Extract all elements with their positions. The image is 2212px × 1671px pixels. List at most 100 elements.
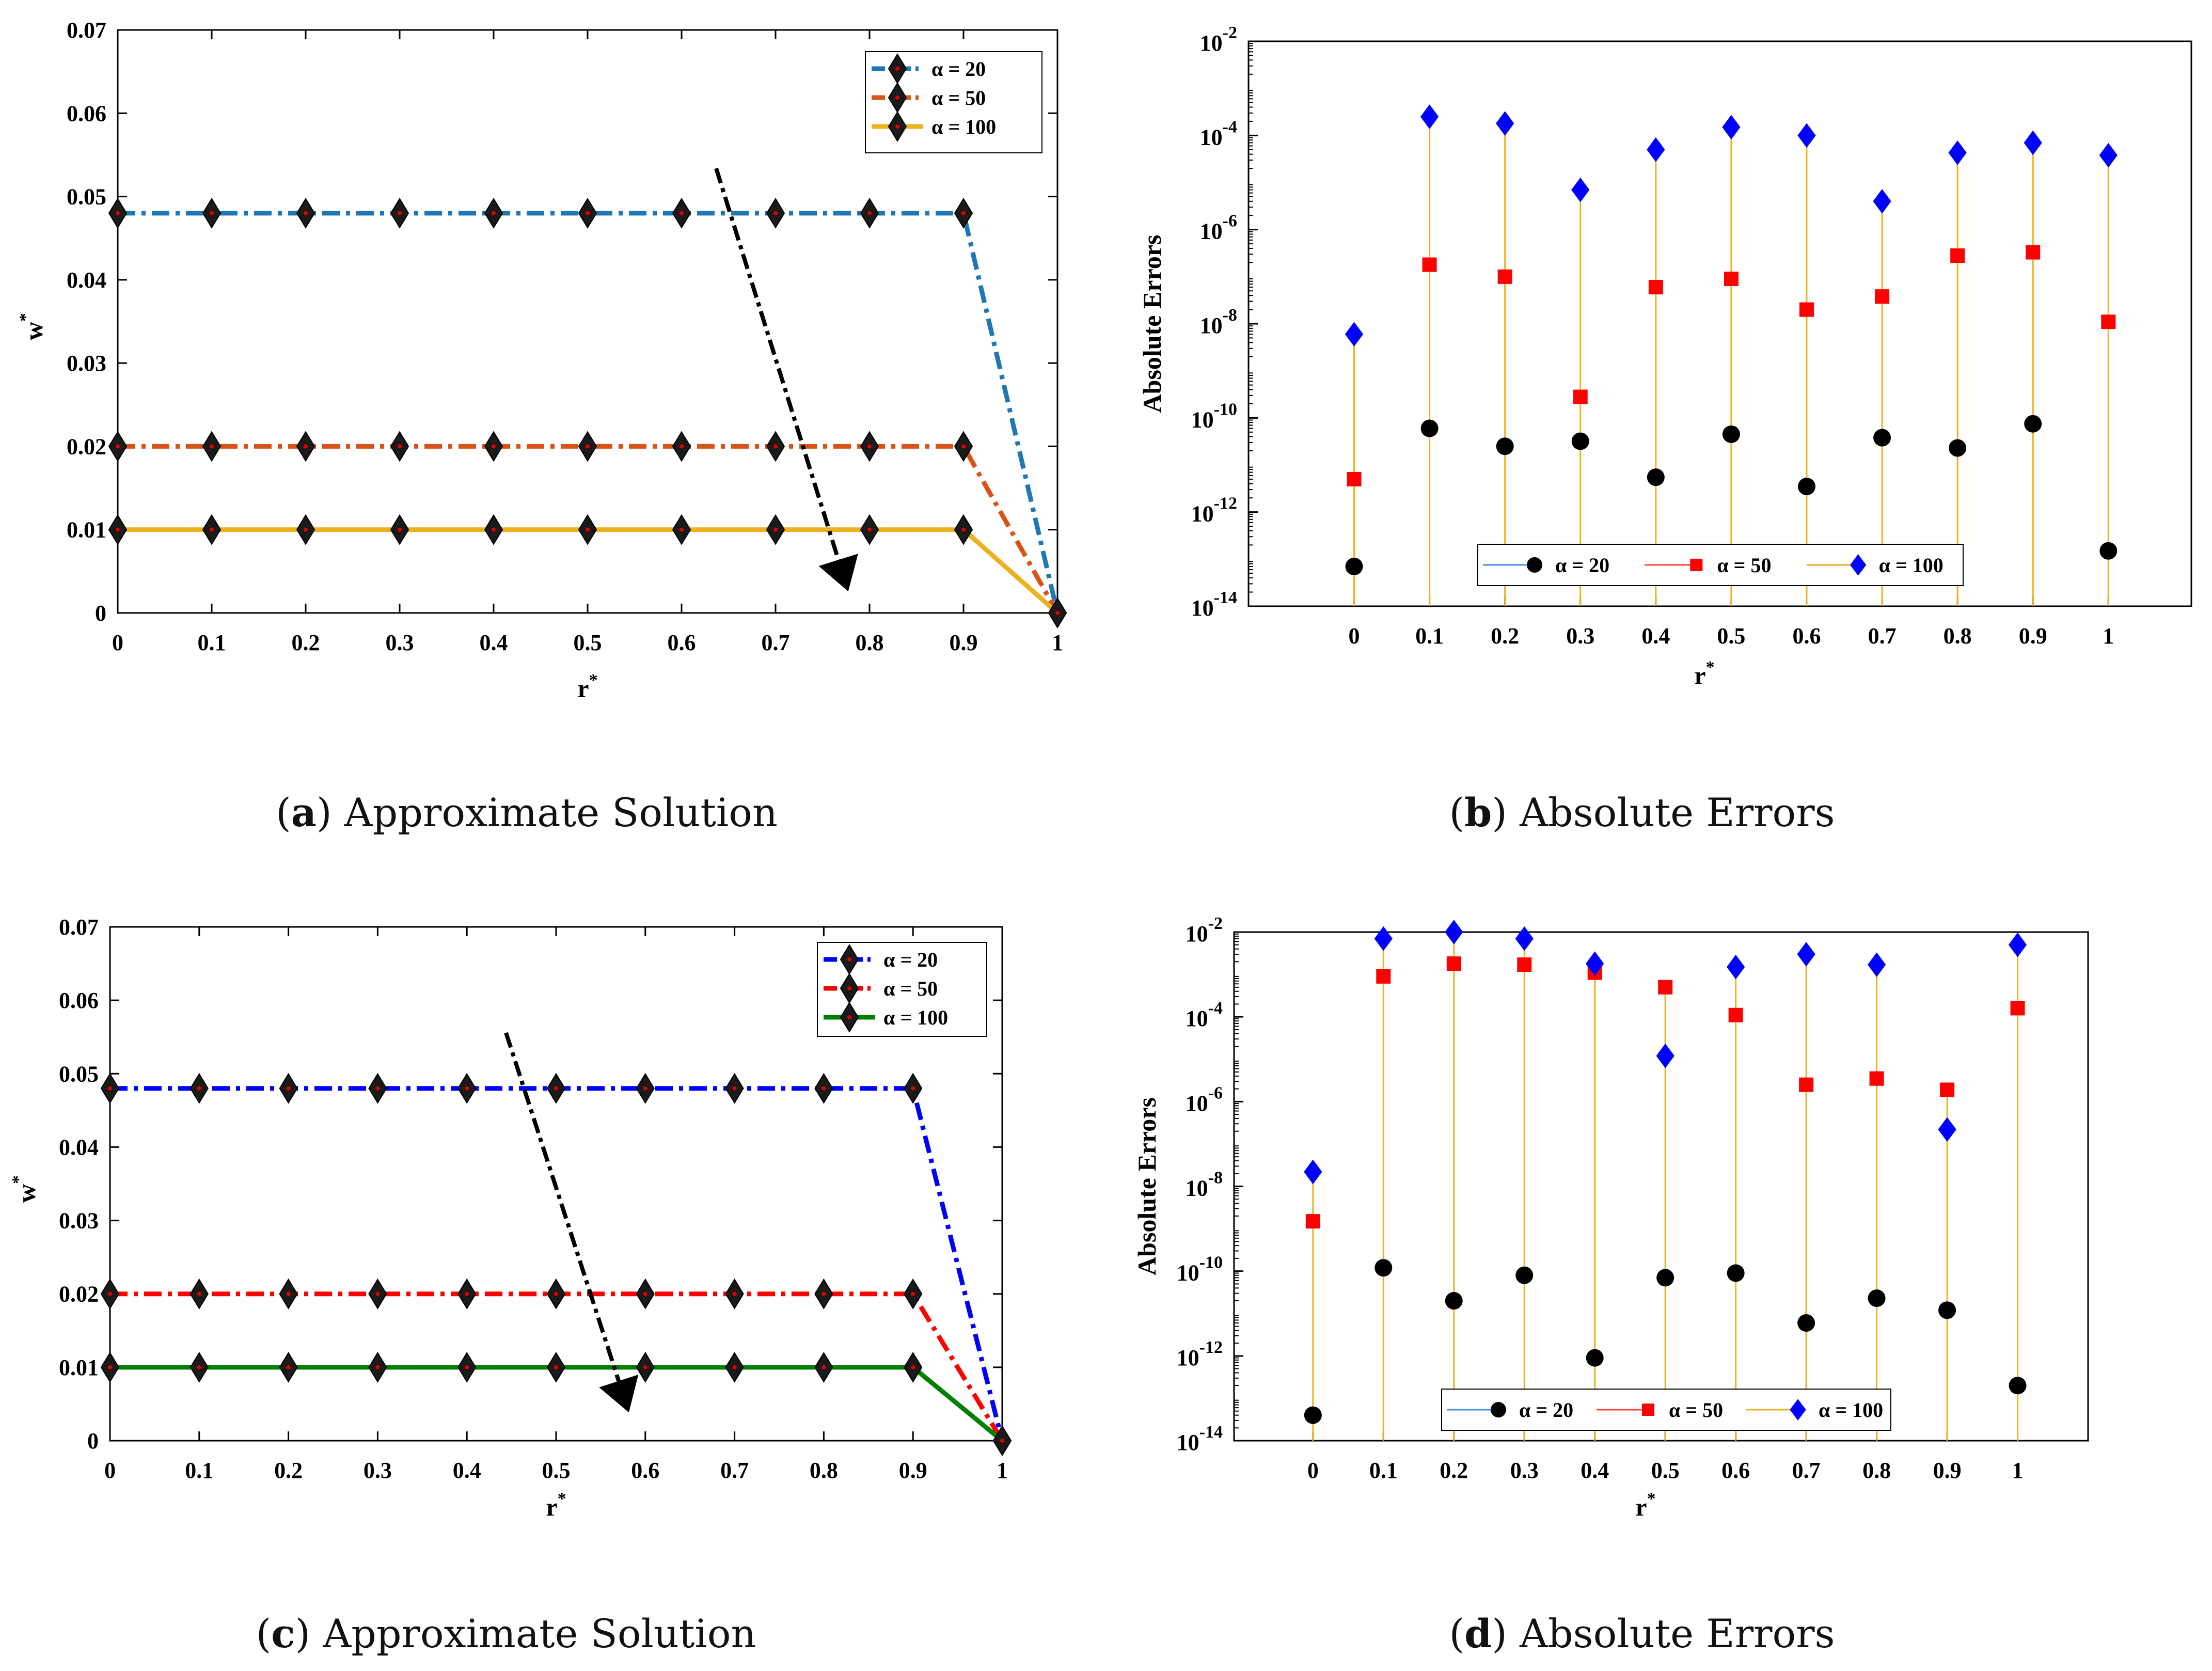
- point-a-2-4-center: [492, 527, 496, 532]
- point-b-1-2: [1497, 269, 1512, 284]
- point-a-0-2-center: [304, 211, 308, 215]
- point-c-2-7-center: [732, 1365, 737, 1369]
- legend-marker-a-1-center: [895, 96, 899, 100]
- point-d-0-9: [1938, 1301, 1956, 1319]
- y-tick-label-c-4: 0.04: [59, 1134, 99, 1160]
- point-a-1-3-center: [398, 444, 402, 449]
- y-tick-label-d-4: 10-6: [1186, 1083, 1223, 1116]
- point-c-0-6-center: [643, 1086, 647, 1091]
- point-a-1-7-center: [773, 444, 778, 449]
- legend-label-b-0: α = 20: [1555, 554, 1609, 577]
- y-tick-label-a-0: 0: [95, 601, 106, 626]
- point-b-1-1: [1422, 257, 1437, 272]
- y-axis-label-d: Absolute Errors: [1132, 1097, 1161, 1275]
- point-b-2-2: [1496, 111, 1514, 136]
- point-b-1-4: [1648, 280, 1663, 295]
- point-c-0-8-center: [821, 1086, 826, 1091]
- point-b-0-8: [1949, 439, 1967, 457]
- legend-marker-b-0: [1527, 557, 1542, 573]
- point-d-2-1: [1374, 926, 1393, 951]
- point-d-1-2: [1446, 956, 1461, 971]
- x-tick-label-b-8: 0.8: [1944, 623, 1972, 649]
- x-tick-label-a-9: 0.9: [950, 630, 978, 655]
- point-d-1-1: [1376, 969, 1391, 984]
- x-tick-label-d-8: 0.8: [1862, 1458, 1891, 1483]
- point-d-0-3: [1515, 1266, 1534, 1284]
- legend-marker-b-2: [1850, 554, 1867, 576]
- point-a-0-7-center: [773, 211, 778, 215]
- point-c-0-9-center: [911, 1086, 915, 1091]
- x-tick-label-d-3: 0.3: [1510, 1458, 1539, 1483]
- x-tick-label-b-4: 0.4: [1641, 623, 1670, 649]
- x-tick-label-c-2: 0.2: [274, 1458, 303, 1483]
- point-b-2-0: [1345, 322, 1364, 347]
- point-a-2-2-center: [304, 527, 308, 532]
- point-a-2-1-center: [210, 527, 214, 532]
- point-c-0-2-center: [286, 1086, 291, 1091]
- panel-d-absolute-errors: 0 0.1 0.2 0.3 0.4 0.5 0.6 0.7 0.8 0.9 1 10-14 10-12 1…: [1132, 914, 2089, 1521]
- legend-label-a-0: α = 20: [931, 57, 986, 81]
- x-tick-label-a-10: 1: [1052, 630, 1063, 655]
- point-d-2-8: [1867, 952, 1886, 978]
- x-tick-label-c-4: 0.4: [453, 1458, 481, 1483]
- point-b-0-9: [2024, 415, 2042, 433]
- point-b-0-10: [2099, 542, 2118, 560]
- point-b-2-6: [1797, 123, 1816, 148]
- point-b-1-6: [1799, 302, 1814, 317]
- point-c-1-2-center: [286, 1291, 291, 1296]
- y-tick-label-d-0: 10-14: [1177, 1423, 1223, 1455]
- point-a-2-5-center: [586, 527, 590, 532]
- x-tick-label-b-0: 0: [1349, 623, 1360, 649]
- point-c-0-7-center: [732, 1086, 737, 1091]
- point-c-2-2-center: [286, 1365, 291, 1369]
- point-b-2-4: [1647, 137, 1665, 162]
- point-b-2-5: [1722, 115, 1741, 140]
- point-c-2-1-center: [197, 1365, 201, 1369]
- legend-label-c-2: α = 100: [883, 1006, 948, 1029]
- y-axis-label-c: w*: [9, 1175, 41, 1203]
- y-axis-label-a: w*: [16, 313, 48, 340]
- point-b-0-5: [1722, 425, 1740, 443]
- point-b-2-8: [1948, 140, 1967, 165]
- x-axis-label-a: r*: [577, 671, 597, 703]
- x-tick-label-d-1: 0.1: [1369, 1458, 1398, 1483]
- y-tick-label-b-6: 10-2: [1200, 23, 1237, 56]
- point-a-1-4-center: [492, 444, 496, 449]
- point-a-0-4-center: [492, 211, 496, 215]
- point-b-1-0: [1347, 471, 1362, 486]
- legend-label-c-1: α = 50: [883, 977, 938, 1000]
- legend-marker-d-2: [1790, 1399, 1806, 1421]
- x-tick-label-b-6: 0.6: [1792, 623, 1821, 649]
- legend-label-c-0: α = 20: [883, 948, 938, 971]
- x-tick-label-a-5: 0.5: [574, 630, 602, 655]
- y-tick-label-c-6: 0.06: [59, 988, 99, 1013]
- legend-marker-d-0: [1491, 1402, 1506, 1417]
- plot-area-d: [1233, 931, 2089, 1442]
- point-d-0-4: [1586, 1349, 1604, 1367]
- x-tick-label-c-3: 0.3: [364, 1458, 392, 1483]
- legend-label-a-2: α = 100: [931, 115, 996, 138]
- point-d-2-10: [2008, 932, 2027, 957]
- x-tick-label-a-6: 0.6: [668, 630, 696, 655]
- point-a-2-8-center: [867, 527, 872, 532]
- point-d-0-8: [1868, 1289, 1886, 1307]
- point-a-0-5-center: [586, 211, 590, 215]
- point-c-1-7-center: [732, 1291, 737, 1296]
- x-tick-label-c-9: 0.9: [899, 1458, 927, 1483]
- legend-marker-d-1: [1642, 1404, 1654, 1416]
- point-b-1-7: [1875, 289, 1890, 304]
- y-tick-label-a-6: 0.06: [67, 101, 106, 126]
- point-b-0-6: [1797, 478, 1815, 496]
- point-c-1-1-center: [197, 1291, 201, 1296]
- x-tick-label-a-7: 0.7: [762, 630, 790, 655]
- y-tick-label-d-5: 10-4: [1186, 999, 1223, 1031]
- trend-arrow-a: [714, 167, 858, 592]
- point-a-2-10-center: [1055, 611, 1060, 615]
- point-b-2-3: [1571, 177, 1590, 202]
- x-tick-label-b-3: 0.3: [1566, 623, 1594, 649]
- point-d-1-8: [1869, 1071, 1884, 1086]
- point-b-0-2: [1496, 437, 1514, 455]
- point-d-0-5: [1656, 1269, 1674, 1287]
- point-a-2-3-center: [398, 527, 402, 532]
